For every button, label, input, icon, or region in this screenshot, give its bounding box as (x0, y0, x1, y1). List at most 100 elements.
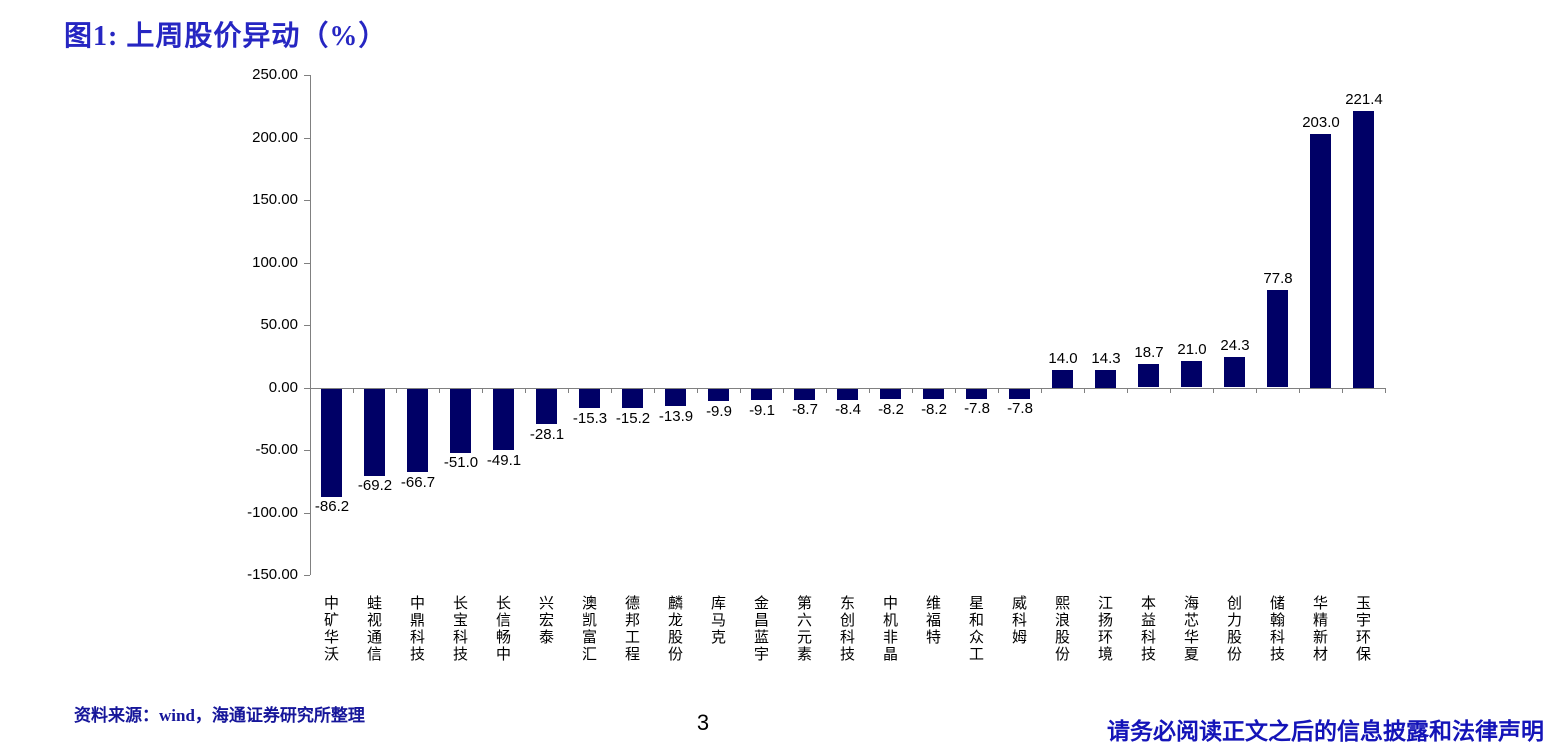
x-category-char: 昌 (753, 613, 769, 629)
y-axis-tick-label: 200.00 (252, 129, 298, 146)
x-category-char: 技 (839, 647, 855, 663)
x-category-char: 新 (1312, 630, 1328, 646)
x-axis-tick (482, 388, 483, 393)
x-category-label: 海芯华夏 (1170, 596, 1213, 664)
x-category-char: 龙 (667, 613, 683, 629)
x-category-char: 扬 (1097, 613, 1113, 629)
x-category-label: 金昌蓝宇 (740, 596, 783, 664)
x-category-char: 股 (667, 630, 683, 646)
x-category-label: 中矿华沃 (310, 596, 353, 664)
x-category-char: 环 (1355, 630, 1371, 646)
bar (923, 389, 944, 399)
x-category-char: 力 (1226, 613, 1242, 629)
x-category-label: 兴宏泰 (525, 596, 568, 647)
x-category-char: 库 (710, 596, 726, 612)
y-axis-tick (304, 138, 310, 139)
bar (1181, 361, 1202, 387)
x-category-label: 长宝科技 (439, 596, 482, 664)
x-category-char: 六 (796, 613, 812, 629)
x-axis-tick (1299, 388, 1300, 393)
x-category-char: 东 (839, 596, 855, 612)
x-category-char: 份 (667, 647, 683, 663)
x-axis-tick (1385, 388, 1386, 393)
x-category-char: 澳 (581, 596, 597, 612)
x-axis-tick (1084, 388, 1085, 393)
x-category-char: 星 (968, 596, 984, 612)
x-category-label: 维福特 (912, 596, 955, 647)
chart-title: 图1: 上周股价异动（%） (64, 21, 388, 52)
x-axis-tick (783, 388, 784, 393)
bar (880, 389, 901, 399)
x-category-char: 众 (968, 630, 984, 646)
x-category-char: 精 (1312, 613, 1328, 629)
x-category-char: 元 (796, 630, 812, 646)
bar-value-label: 77.8 (1263, 270, 1293, 287)
x-category-char: 机 (882, 613, 898, 629)
x-category-char: 福 (925, 613, 941, 629)
x-category-char: 科 (1269, 630, 1285, 646)
bar (1353, 111, 1374, 388)
x-category-label: 德邦工程 (611, 596, 654, 664)
bar-value-label: 14.3 (1091, 350, 1121, 367)
bar (837, 389, 858, 400)
y-axis-tick-label: -100.00 (247, 504, 298, 521)
x-category-char: 晶 (882, 647, 898, 663)
x-category-label: 长信畅中 (482, 596, 525, 664)
x-category-char: 信 (366, 647, 382, 663)
y-axis-tick (304, 575, 310, 576)
x-category-char: 中 (409, 596, 425, 612)
x-category-char: 程 (624, 647, 640, 663)
x-category-char: 姆 (1011, 630, 1027, 646)
x-category-char: 蓝 (753, 630, 769, 646)
x-axis-tick (439, 388, 440, 393)
x-category-label: 本益科技 (1127, 596, 1170, 664)
x-category-char: 宇 (753, 647, 769, 663)
page-number: 3 (696, 710, 710, 735)
bar-value-label: -8.2 (921, 401, 947, 418)
x-category-char: 非 (882, 630, 898, 646)
x-category-label: 东创科技 (826, 596, 869, 664)
bar (966, 389, 987, 399)
y-axis-tick (304, 450, 310, 451)
x-axis-tick (353, 388, 354, 393)
x-category-char: 科 (1140, 630, 1156, 646)
y-axis-tick (304, 388, 310, 389)
x-category-char: 技 (452, 647, 468, 663)
y-axis-tick-label: 250.00 (252, 66, 298, 83)
x-category-char: 境 (1097, 647, 1113, 663)
x-category-char: 长 (452, 596, 468, 612)
x-category-char: 华 (1312, 596, 1328, 612)
bar-value-label: -86.2 (314, 498, 350, 515)
bar (1310, 134, 1331, 388)
x-category-char: 材 (1312, 647, 1328, 663)
x-category-char: 股 (1054, 630, 1070, 646)
x-category-char: 储 (1269, 596, 1285, 612)
bar (751, 389, 772, 400)
bar (1095, 370, 1116, 388)
bar (1009, 389, 1030, 399)
x-category-char: 泰 (538, 630, 554, 646)
x-category-label: 创力股份 (1213, 596, 1256, 664)
x-category-label: 华精新材 (1299, 596, 1342, 664)
x-category-char: 维 (925, 596, 941, 612)
x-category-label: 玉宇环保 (1342, 596, 1385, 664)
x-category-char: 科 (839, 630, 855, 646)
x-category-label: 江扬环境 (1084, 596, 1127, 664)
x-category-char: 科 (452, 630, 468, 646)
y-axis-tick-label: 50.00 (260, 316, 298, 333)
x-category-char: 宏 (538, 613, 554, 629)
x-category-label: 星和众工 (955, 596, 998, 664)
x-axis-tick (998, 388, 999, 393)
y-axis-tick (304, 513, 310, 514)
x-category-char: 汇 (581, 647, 597, 663)
x-category-label: 中鼎科技 (396, 596, 439, 664)
bar-value-label: -66.7 (400, 474, 436, 491)
x-axis-tick (1041, 388, 1042, 393)
x-category-char: 技 (409, 647, 425, 663)
bar-value-label: 14.0 (1048, 350, 1078, 367)
x-category-char: 和 (968, 613, 984, 629)
x-axis-tick (611, 388, 612, 393)
y-axis-tick (304, 75, 310, 76)
x-category-char: 富 (581, 630, 597, 646)
